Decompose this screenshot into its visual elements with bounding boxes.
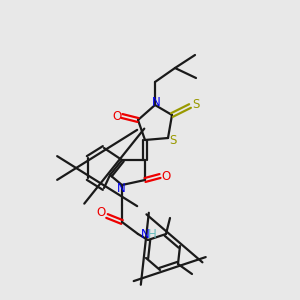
Text: O: O <box>112 110 122 122</box>
Text: N: N <box>117 182 125 194</box>
Text: O: O <box>96 206 106 220</box>
Text: H: H <box>148 229 156 242</box>
Text: N: N <box>141 229 149 242</box>
Text: S: S <box>169 134 177 148</box>
Text: S: S <box>192 98 200 110</box>
Text: O: O <box>161 169 171 182</box>
Text: N: N <box>152 97 160 110</box>
